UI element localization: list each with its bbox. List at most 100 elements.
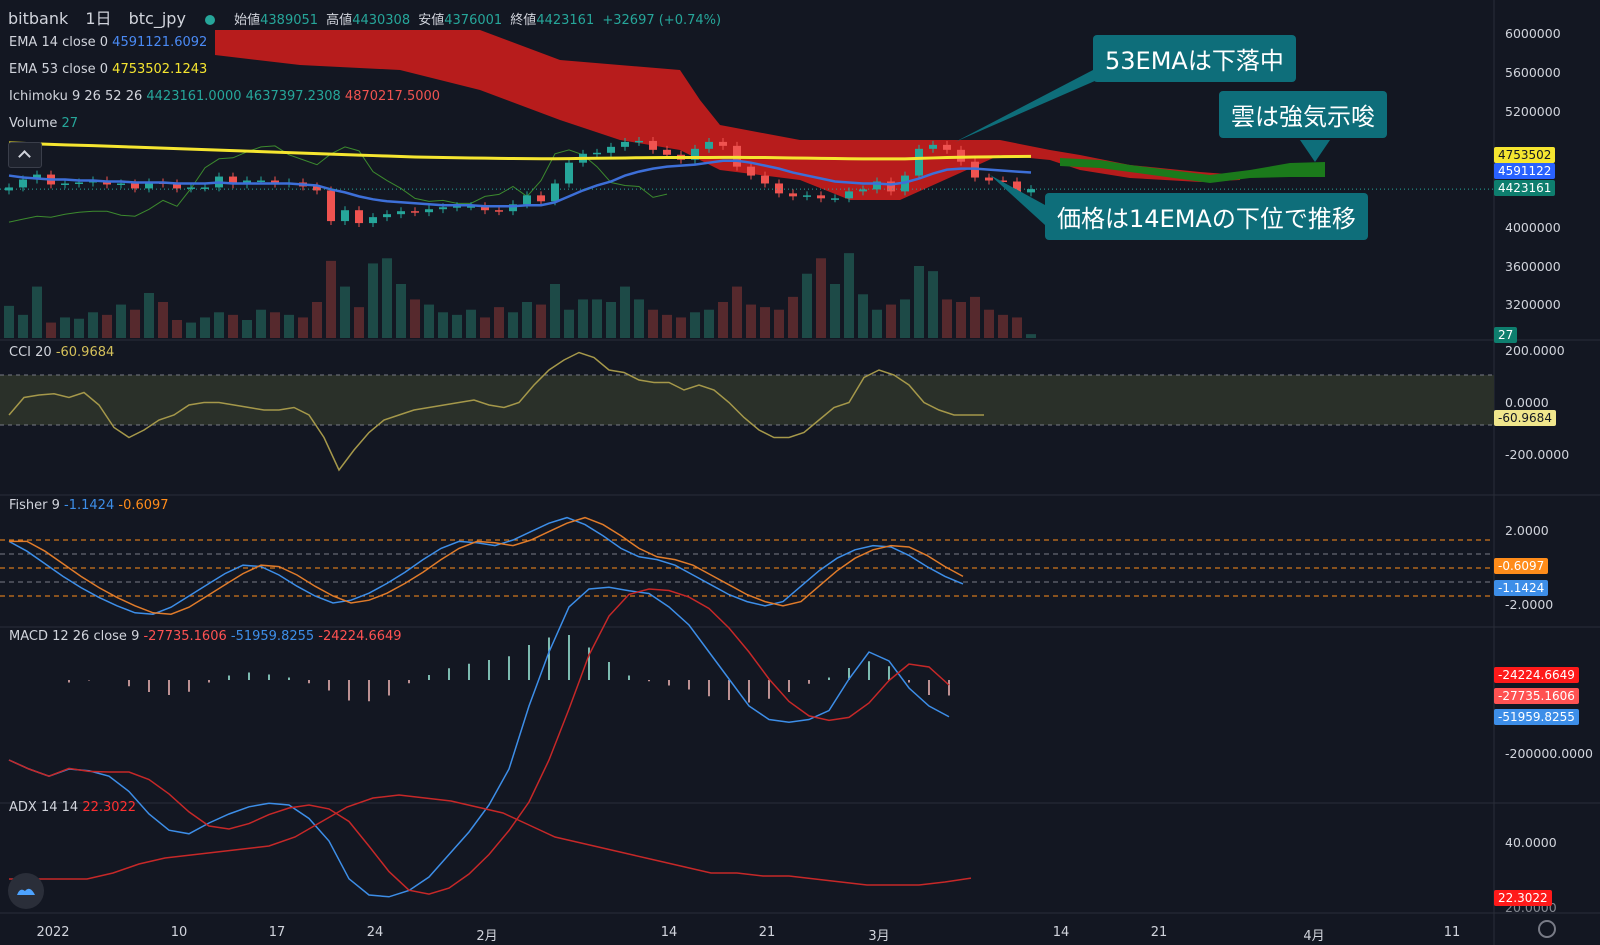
symbol-label[interactable]: btc_jpy <box>128 9 186 28</box>
legend-fisher[interactable]: Fisher 9 -1.1424 -0.6097 <box>9 498 169 513</box>
legend-ema14[interactable]: EMA 14 close 0 4591121.6092 <box>9 35 207 50</box>
volume-bar <box>998 314 1008 338</box>
candle-body <box>355 210 363 224</box>
candle-body <box>621 141 629 147</box>
legend-macd-name: MACD 12 26 close 9 <box>9 629 140 644</box>
volume-bar <box>970 296 980 338</box>
x-tick: 4月 <box>1303 929 1325 944</box>
volume-bar <box>284 314 294 338</box>
fisher-tag-2: -1.1424 <box>1494 580 1549 596</box>
interval-label[interactable]: 1日 <box>85 9 112 28</box>
legend-macd-v2: -51959.8255 <box>230 629 315 644</box>
candle-body <box>131 183 139 189</box>
macd-line <box>8 586 950 898</box>
candle-body <box>369 217 377 224</box>
legend-ema53[interactable]: EMA 53 close 0 4753502.1243 <box>9 62 207 77</box>
legend-cci-name: CCI 20 <box>9 345 52 360</box>
ema53-price-tag: 4753502 <box>1494 147 1556 163</box>
volume-bar <box>410 299 420 338</box>
candle-body <box>747 166 755 176</box>
status-dot-icon <box>205 14 216 25</box>
legend-adx-value: 22.3022 <box>82 800 137 815</box>
legend-volume-name: Volume <box>9 116 58 131</box>
candle-body <box>257 180 265 183</box>
volume-bar <box>242 320 252 338</box>
macd-tag-2: -27735.1606 <box>1494 688 1579 704</box>
candle-body <box>495 210 503 212</box>
price-tick: 4000000 <box>1505 220 1561 235</box>
legend-volume-value: 27 <box>61 116 79 131</box>
volume-bar <box>928 271 938 338</box>
x-tick: 2022 <box>36 925 70 940</box>
low-label: 安値 <box>418 13 445 28</box>
legend-macd[interactable]: MACD 12 26 close 9 -27735.1606 -51959.82… <box>9 629 402 644</box>
exchange-name: bitbank <box>8 9 69 28</box>
x-tick: 14 <box>660 925 678 940</box>
volume-bar <box>186 322 196 338</box>
macd-tick: -200000.0000 <box>1505 746 1594 761</box>
candle-body <box>635 140 643 143</box>
volume-bar <box>732 286 742 338</box>
candle-body <box>859 189 867 192</box>
candle-body <box>985 177 993 181</box>
price-tick: 3200000 <box>1505 297 1561 312</box>
candle-body <box>887 181 895 192</box>
candle-body <box>1027 189 1035 193</box>
candle-body <box>929 144 937 149</box>
legend-adx[interactable]: ADX 14 14 22.3022 <box>9 800 136 815</box>
volume-bar <box>1012 317 1022 338</box>
candle-body <box>943 144 951 150</box>
ema53-line <box>8 141 1032 161</box>
candle-body <box>397 211 405 215</box>
candle-body <box>915 148 923 176</box>
volume-bar <box>704 309 714 338</box>
candle-body <box>593 152 601 155</box>
close-label: 終値 <box>510 13 537 28</box>
x-tick: 24 <box>366 925 384 940</box>
volume-bar <box>298 317 308 338</box>
x-tick: 3月 <box>868 929 890 944</box>
candle-body <box>803 195 811 197</box>
volume-bar <box>438 312 448 338</box>
price-tick: 6000000 <box>1505 26 1561 41</box>
volume-bar <box>956 302 966 338</box>
open-label: 始値 <box>234 13 261 28</box>
legend-cci[interactable]: CCI 20 -60.9684 <box>9 345 114 360</box>
volume-tag: 27 <box>1494 327 1518 343</box>
candle-body <box>551 183 559 202</box>
collapse-legend-button[interactable] <box>8 142 42 168</box>
cci-tick: -200.0000 <box>1505 447 1570 462</box>
candle-body <box>313 186 321 191</box>
volume-bar <box>452 314 462 338</box>
cci-line <box>8 351 984 472</box>
tradingview-logo-icon[interactable] <box>8 873 44 909</box>
volume-bar <box>774 309 784 338</box>
volume-bar <box>382 258 392 338</box>
candle-body <box>453 206 461 208</box>
volume-bar <box>690 312 700 338</box>
volume-bar <box>634 299 644 338</box>
volume-bar <box>480 317 490 338</box>
candle-body <box>831 198 839 200</box>
gear-icon[interactable] <box>1538 920 1556 938</box>
legend-ema14-name: EMA 14 close 0 <box>9 35 109 50</box>
volume-bar <box>536 304 546 338</box>
callout-ema53: 53EMAは下落中 <box>1093 35 1296 82</box>
candle-body <box>607 146 615 153</box>
volume-bar <box>116 304 126 338</box>
volume-bar <box>718 302 728 338</box>
legend-volume[interactable]: Volume 27 <box>9 116 78 131</box>
volume-bar <box>396 284 406 338</box>
legend-ichimoku-v3: 4870217.5000 <box>344 89 441 104</box>
volume-bar <box>1026 334 1036 338</box>
legend-ichimoku[interactable]: Ichimoku 9 26 52 26 4423161.0000 4637397… <box>9 89 440 104</box>
volume-bar <box>578 299 588 338</box>
volume-bar <box>158 302 168 338</box>
candle-body <box>817 195 825 199</box>
candle-body <box>173 183 181 189</box>
volume-bar <box>228 314 238 338</box>
legend-ema14-value: 4591121.6092 <box>112 35 208 50</box>
open-value: 4389051 <box>260 13 319 28</box>
volume-bar <box>340 286 350 338</box>
